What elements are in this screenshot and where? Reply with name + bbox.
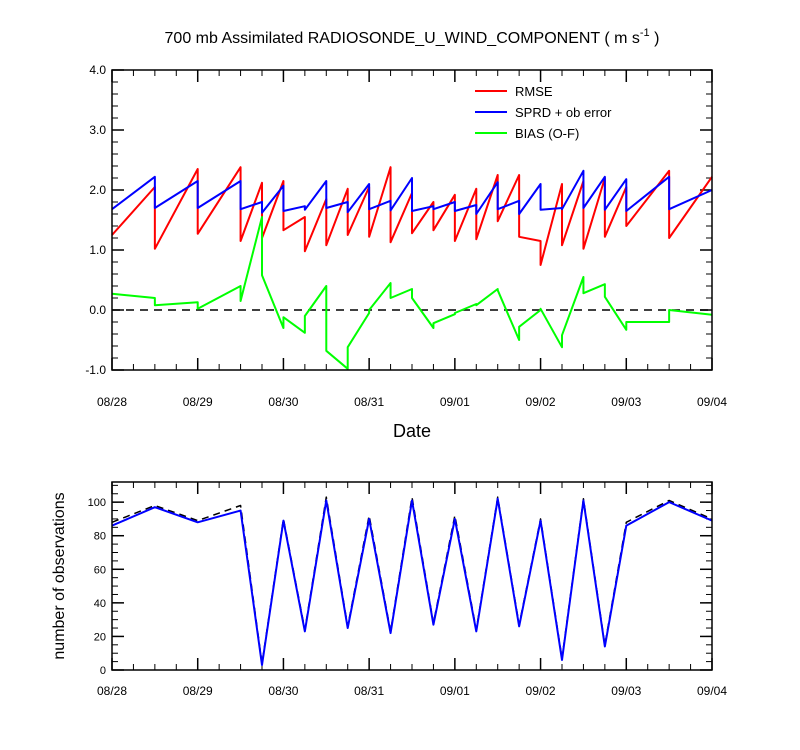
x-tick-label: 09/01 (440, 684, 470, 698)
y-axis-title-observations: number of observations (51, 492, 68, 659)
y-tick-label: -1.0 (85, 363, 106, 377)
x-tick-label: 08/30 (268, 684, 298, 698)
x-tick-label: 09/02 (526, 395, 556, 409)
x-tick-label: 08/31 (354, 684, 384, 698)
bottom-chart-axes (111, 482, 713, 671)
x-tick-label: 08/28 (97, 395, 127, 409)
top-chart-tick-labels: 08/28 08/29 08/30 08/31 09/01 09/02 09/03 09/04… (85, 63, 727, 409)
x-tick-label: 09/04 (697, 395, 727, 409)
y-tick-label: 0.0 (89, 303, 106, 317)
series-line-sprd-ob-error (111, 169, 713, 215)
legend-label-sprd: SPRD + ob error (515, 105, 612, 120)
series-line-observations-used (111, 497, 713, 666)
x-tick-label: 08/28 (97, 684, 127, 698)
bottom-chart-frame (111, 481, 713, 671)
bottom-chart-series (111, 496, 713, 666)
x-tick-label: 09/01 (440, 395, 470, 409)
top-chart-series (111, 166, 713, 370)
y-tick-label: 4.0 (89, 63, 106, 77)
y-tick-label: 40 (94, 598, 106, 610)
y-tick-label: 100 (88, 497, 106, 509)
y-tick-label: 3.0 (89, 123, 106, 137)
y-tick-label: 0 (100, 665, 106, 677)
x-axis-title: Date (393, 421, 431, 441)
y-tick-label: 80 (94, 531, 106, 543)
x-tick-label: 09/02 (526, 684, 556, 698)
x-tick-label: 09/03 (611, 395, 641, 409)
legend-label-rmse: RMSE (515, 84, 553, 99)
bottom-chart-tick-labels: 08/28 08/29 08/30 08/31 09/01 09/02 09/03 09/04… (88, 497, 728, 698)
x-tick-label: 09/03 (611, 684, 641, 698)
y-tick-label: 2.0 (89, 183, 106, 197)
y-tick-label: 60 (94, 564, 106, 576)
x-tick-label: 08/29 (183, 684, 213, 698)
x-tick-label: 08/29 (183, 395, 213, 409)
legend: RMSE SPRD + ob error BIAS (O-F) (475, 84, 612, 141)
top-chart-frame (111, 69, 713, 371)
series-line-bias-o-f (111, 216, 713, 370)
chart-title: 700 mb Assimilated RADIOSONDE_U_WIND_COM… (165, 27, 660, 47)
y-tick-label: 1.0 (89, 243, 106, 257)
x-tick-label: 08/30 (268, 395, 298, 409)
x-tick-label: 08/31 (354, 395, 384, 409)
legend-label-bias: BIAS (O-F) (515, 126, 579, 141)
x-tick-label: 09/04 (697, 684, 727, 698)
y-tick-label: 20 (94, 631, 106, 643)
